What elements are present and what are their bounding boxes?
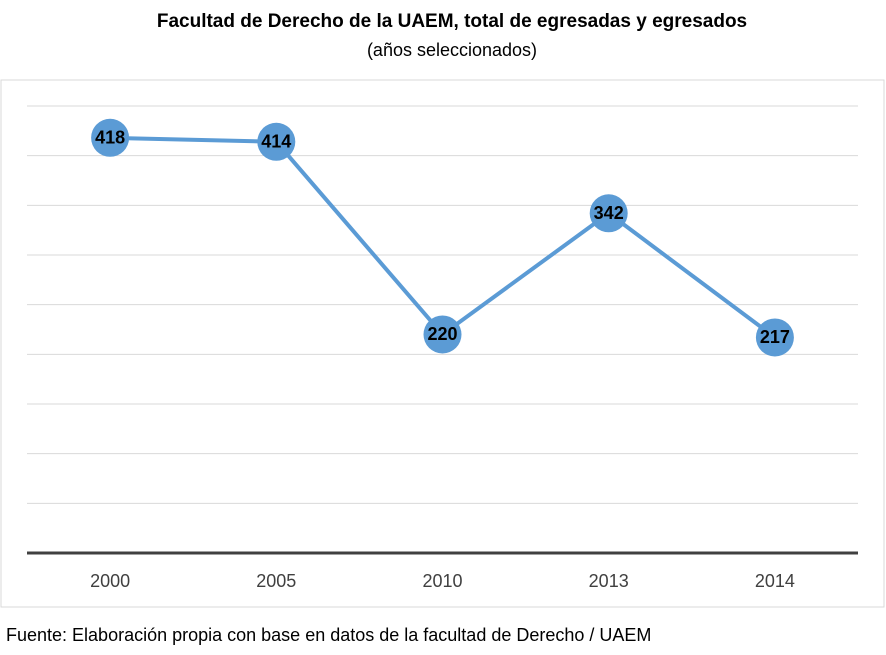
chart-title: Facultad de Derecho de la UAEM, total de…	[157, 11, 747, 32]
data-label: 220	[427, 324, 457, 344]
chart-subtitle: (años seleccionados)	[367, 40, 537, 60]
data-label: 217	[760, 327, 790, 347]
data-point	[257, 122, 296, 161]
data-label: 342	[594, 203, 624, 223]
x-tick-label: 2005	[256, 571, 296, 591]
data-point	[423, 315, 462, 354]
x-tick-label: 2000	[90, 571, 130, 591]
data-label: 418	[95, 128, 125, 148]
x-tick-label: 2013	[589, 571, 629, 591]
data-point	[755, 318, 794, 357]
data-point	[589, 194, 628, 233]
data-point	[91, 118, 130, 157]
source-note: Fuente: Elaboración propia con base en d…	[6, 625, 651, 645]
x-tick-label: 2014	[755, 571, 795, 591]
data-label: 414	[261, 132, 291, 152]
x-tick-label: 2010	[422, 571, 462, 591]
